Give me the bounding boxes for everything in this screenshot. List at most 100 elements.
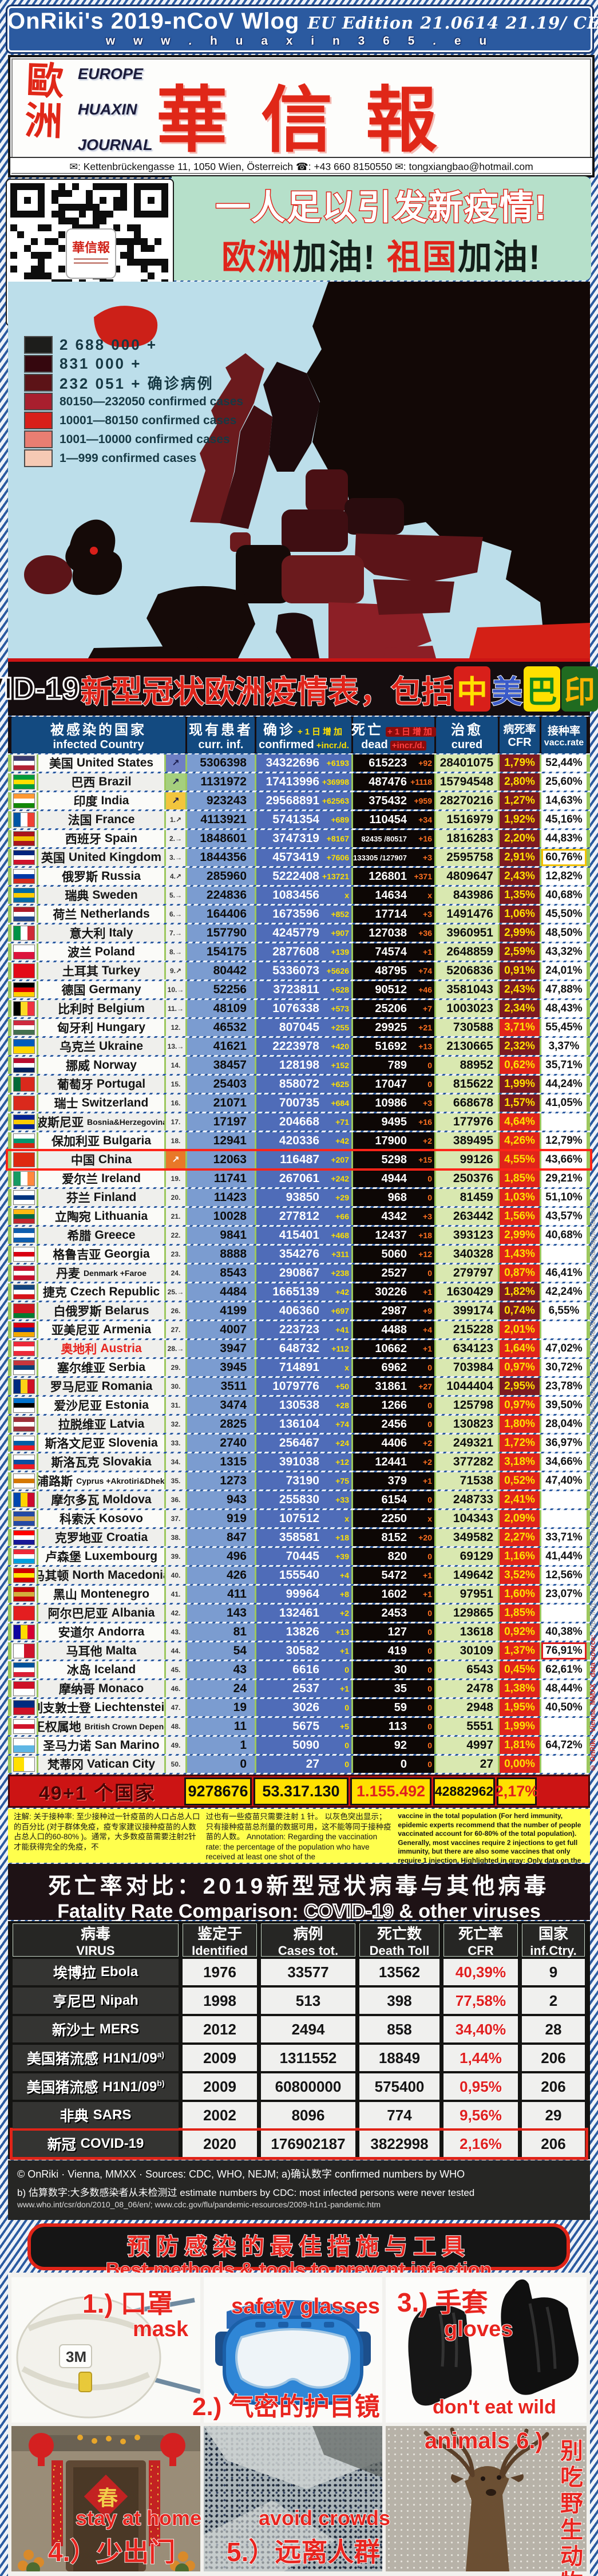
country-name-zh: 葡萄牙 bbox=[57, 1078, 93, 1092]
vacc-rate-cell bbox=[541, 1246, 587, 1263]
country-name-zh: 列支敦士登 bbox=[38, 1702, 91, 1715]
virus-name-zh: 非典 bbox=[60, 2108, 89, 2124]
fatality-value-cell: 176902187 bbox=[261, 2131, 355, 2157]
country-name-cell: 印度 India bbox=[38, 792, 164, 809]
flag-cell bbox=[11, 830, 37, 847]
country-flag-icon bbox=[13, 1058, 35, 1073]
confirmed-cell: 128198 +152 bbox=[256, 1057, 351, 1074]
cured-cell: 2478 bbox=[436, 1680, 498, 1697]
confirmed-value: 807045 bbox=[279, 1021, 319, 1034]
dead-cell: 25206 +7 bbox=[353, 1000, 434, 1017]
country-name-cell: 斯洛瓦克 Slovakia bbox=[38, 1453, 164, 1471]
confirmed-value: 648732 bbox=[279, 1342, 319, 1355]
country-flag-icon bbox=[13, 1039, 35, 1054]
confirmed-increase: +24 bbox=[335, 1439, 349, 1448]
cfr-cell: 2,43% bbox=[500, 981, 540, 998]
dead-value: 17900 bbox=[375, 1134, 407, 1147]
confirmed-increase: +74 bbox=[335, 1420, 349, 1429]
cfr-cell: 1,37% bbox=[500, 1642, 540, 1660]
legend-swatch bbox=[24, 393, 53, 410]
fatality-value-cell: 33577 bbox=[261, 1959, 355, 1985]
fatality-value-cell: 2012 bbox=[183, 2016, 257, 2042]
confirmed-cell: 116487 +207 bbox=[256, 1151, 351, 1168]
flag-cell bbox=[11, 1472, 37, 1490]
gloves-label-en: gloves bbox=[443, 2317, 513, 2342]
rank-cell: 24. bbox=[166, 1265, 185, 1282]
confirmed-value: 3026 bbox=[292, 1701, 319, 1714]
legend-item: 831 000 + bbox=[24, 354, 243, 373]
dead-cell: 17047 0 bbox=[353, 1076, 434, 1093]
fatality-value-cell: 13562 bbox=[359, 1959, 439, 1985]
flag-cell bbox=[11, 1227, 37, 1244]
dead-increase: 0 bbox=[427, 1703, 432, 1712]
country-flag-icon bbox=[13, 1681, 35, 1696]
country-name-en: Spain bbox=[104, 832, 138, 845]
cfr-cell: 2,27% bbox=[500, 1529, 540, 1546]
confirmed-cell: 1673596 +852 bbox=[256, 906, 351, 923]
vacc-rate-cell: 44,83% bbox=[541, 830, 587, 847]
dead-increase: +1 bbox=[423, 1571, 432, 1580]
fatality-col-header: 国家 inf.Ctry. bbox=[522, 1923, 585, 1958]
dead-cell: 12441 +2 bbox=[353, 1453, 434, 1471]
current-infected-cell: 52256 bbox=[187, 981, 255, 998]
country-flag-icon bbox=[13, 1285, 35, 1299]
rank-cell: 34. bbox=[166, 1453, 185, 1471]
dead-cell: 6154 0 bbox=[353, 1491, 434, 1508]
dead-value: 4488 bbox=[381, 1323, 407, 1336]
vacc-rate-cell: 43,32% bbox=[541, 943, 587, 961]
country-name-zh: 丹麦 bbox=[56, 1267, 80, 1281]
current-infected-cell: 4007 bbox=[187, 1321, 255, 1338]
rank-cell: ↗ bbox=[166, 754, 185, 772]
fatality-col-en: Identified bbox=[192, 1943, 248, 1958]
confirmed-value: 136104 bbox=[279, 1417, 319, 1431]
crowd-label: 5.）远离人群 bbox=[226, 2537, 381, 2567]
country-name-zh: 意大利 bbox=[69, 927, 106, 941]
dead-increase: +27 bbox=[418, 1382, 432, 1391]
home-label: 4.）少出门 bbox=[47, 2537, 176, 2567]
country-flag-icon bbox=[13, 1020, 35, 1035]
cfr-cell: 2,43% bbox=[500, 868, 540, 885]
confirmed-value: 6616 bbox=[292, 1663, 319, 1676]
current-infected-cell: 923243 bbox=[187, 792, 255, 809]
confirmed-value: 3747319 bbox=[272, 832, 319, 845]
cured-cell: 177976 bbox=[436, 1113, 498, 1131]
dead-value: 17047 bbox=[375, 1077, 407, 1091]
country-name-cell: 希腊 Greece bbox=[38, 1227, 164, 1244]
confirmed-value: 2223978 bbox=[272, 1040, 319, 1053]
side-watermark: © OnRiki · Vienna, MMXX · data source: h… bbox=[589, 1199, 597, 1772]
confirmed-cell: 406360 +697 bbox=[256, 1302, 351, 1319]
gloves-label: 3.) 手套 bbox=[397, 2287, 488, 2318]
country-name-en: Slovakia bbox=[102, 1455, 152, 1468]
cfr-cell: 1,03% bbox=[500, 1189, 540, 1206]
country-name-zh: 挪威 bbox=[66, 1060, 90, 1073]
confirmed-increase: +152 bbox=[331, 1061, 349, 1070]
confirmed-increase: +8167 bbox=[326, 834, 349, 843]
table-row: 白俄罗斯 Belarus 26. 4199 406360 +697 2987 +9 399174… bbox=[8, 1302, 590, 1319]
slogan-word: 加油! bbox=[292, 238, 377, 276]
crowd-drawing bbox=[204, 2426, 382, 2571]
legend-swatch bbox=[24, 412, 53, 429]
rank-cell: 11.→ bbox=[166, 1000, 185, 1017]
current-infected-cell: 3511 bbox=[187, 1378, 255, 1395]
confirmed-value: 1083456 bbox=[272, 888, 319, 902]
country-flag-icon bbox=[13, 1436, 35, 1451]
country-name-zh: 英国 bbox=[41, 852, 65, 865]
prevention-title: 预防感染的最佳措施与工具 Best methods & tools to pre… bbox=[27, 2223, 570, 2281]
virus-name-zh: 新冠 bbox=[47, 2136, 76, 2153]
virus-name-cell: 新沙士 MERS bbox=[13, 2016, 179, 2042]
dead-increase: +16 bbox=[418, 834, 432, 843]
svg-text:3M: 3M bbox=[66, 2348, 86, 2365]
flag-cell bbox=[11, 1491, 37, 1508]
flag-cell bbox=[11, 754, 37, 772]
fatality-col-header: 死亡率 CFR bbox=[443, 1923, 518, 1958]
cured-cell: 1491476 bbox=[436, 906, 498, 923]
vacc-rate-cell: 47,40% bbox=[541, 1472, 587, 1490]
country-name-en: Bulgaria bbox=[102, 1134, 152, 1147]
confirmed-value: 420336 bbox=[279, 1134, 319, 1147]
rank-cell: 10.→ bbox=[166, 981, 185, 998]
fatality-cfr-cell: 1,44% bbox=[443, 2045, 518, 2071]
confirmed-value: 5741354 bbox=[272, 813, 319, 826]
dead-cell: 82435 /80517 +16 bbox=[353, 830, 434, 847]
vacc-rate-cell: 42,24% bbox=[541, 1283, 587, 1301]
